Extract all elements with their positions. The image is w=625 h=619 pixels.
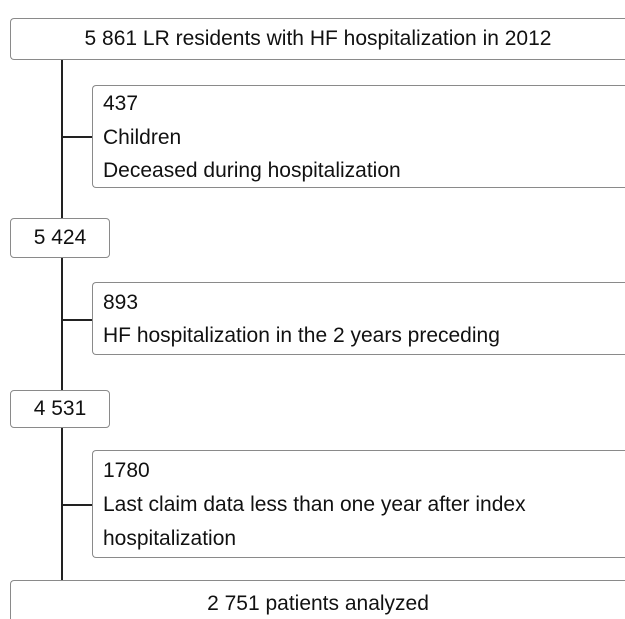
box-line: 1780 [103,459,150,482]
box-label: 4 531 [33,397,87,420]
result-box: 2 751 patients analyzed [10,580,625,619]
box-label: 5 424 [33,226,87,249]
connector [62,504,92,506]
box-line: Last claim data less than one year after… [103,493,526,516]
count-box: 4 531 [10,390,110,428]
box-line: hospitalization [103,527,237,550]
exclusion-box: 1780 Last claim data less than one year … [92,450,625,558]
box-label: 5 861 LR residents with HF hospitalizati… [84,27,552,50]
connector [62,319,92,321]
connector [62,136,92,138]
box-line: 893 [103,291,139,314]
exclusion-box: 437 Children Deceased during hospitaliza… [92,85,625,188]
box-line: HF hospitalization in the 2 years preced… [103,324,500,347]
box-label: 2 751 patients analyzed [207,592,429,615]
box-line: Children [103,126,182,149]
box-line: 437 [103,92,139,115]
exclusion-box: 893 HF hospitalization in the 2 years pr… [92,282,625,355]
start-box: 5 861 LR residents with HF hospitalizati… [10,18,625,60]
count-box: 5 424 [10,218,110,258]
box-line: Deceased during hospitalization [103,159,401,182]
